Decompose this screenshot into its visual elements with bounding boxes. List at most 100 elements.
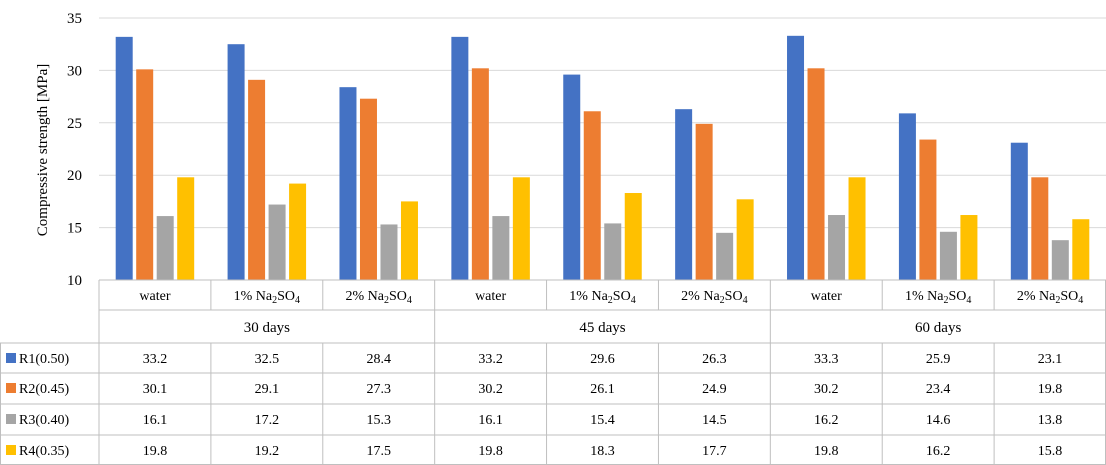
table-cell: 19.8 bbox=[1038, 382, 1063, 397]
bar bbox=[563, 74, 581, 280]
bar bbox=[115, 36, 133, 280]
bar bbox=[1051, 240, 1069, 280]
legend-key bbox=[6, 445, 16, 455]
table-cell: 17.5 bbox=[366, 444, 391, 459]
legend-entry: R4(0.35) bbox=[19, 444, 70, 459]
bar bbox=[1010, 142, 1028, 280]
legend-entry: R3(0.40) bbox=[19, 413, 70, 428]
bar bbox=[248, 79, 266, 280]
table-cell: 16.1 bbox=[478, 413, 503, 428]
table-cell: 24.9 bbox=[702, 382, 727, 397]
table-cell: 23.1 bbox=[1038, 352, 1063, 367]
bar bbox=[583, 111, 601, 280]
table-cell: 15.3 bbox=[366, 413, 391, 428]
y-tick-label: 25 bbox=[67, 116, 82, 132]
bar bbox=[787, 35, 805, 280]
y-tick-label: 15 bbox=[67, 221, 82, 237]
table-cell: 18.3 bbox=[590, 444, 615, 459]
bar bbox=[136, 69, 154, 281]
bar bbox=[1031, 177, 1049, 280]
bar bbox=[716, 232, 734, 280]
group-label: 30 days bbox=[244, 320, 290, 336]
table-cell: 13.8 bbox=[1038, 413, 1063, 428]
bar bbox=[289, 183, 307, 280]
table-cell: 14.6 bbox=[926, 413, 951, 428]
category-label: water bbox=[139, 289, 170, 304]
table-cell: 19.8 bbox=[814, 444, 839, 459]
table-cell: 28.4 bbox=[366, 352, 391, 367]
y-tick-label: 20 bbox=[67, 168, 82, 184]
bar bbox=[960, 215, 978, 280]
legend-key bbox=[6, 383, 16, 393]
bar bbox=[177, 177, 195, 280]
category-label: 2% Na2SO4 bbox=[1017, 289, 1083, 306]
bar bbox=[919, 139, 937, 280]
y-tick-label: 30 bbox=[67, 63, 82, 79]
category-label: 1% Na2SO4 bbox=[569, 289, 635, 306]
table-cell: 26.3 bbox=[702, 352, 727, 367]
table-cell: 15.4 bbox=[590, 413, 615, 428]
category-label: 2% Na2SO4 bbox=[681, 289, 747, 306]
bar bbox=[339, 87, 357, 280]
table-cell: 16.1 bbox=[143, 413, 168, 428]
bar bbox=[359, 98, 377, 280]
bar bbox=[604, 223, 622, 280]
y-tick-label: 10 bbox=[67, 273, 82, 289]
y-axis-title: Compressive strength [MPa] bbox=[35, 64, 51, 236]
bar bbox=[471, 68, 489, 280]
bar bbox=[807, 68, 825, 280]
legend-entry: R1(0.50) bbox=[19, 352, 70, 367]
bar bbox=[736, 199, 754, 280]
category-label: 1% Na2SO4 bbox=[234, 289, 300, 306]
y-axis: 10 15 20 25 30 35 bbox=[67, 11, 82, 289]
bar bbox=[848, 177, 866, 280]
table-cell: 15.8 bbox=[1038, 444, 1063, 459]
legend-key bbox=[6, 414, 16, 424]
table-cell: 30.2 bbox=[478, 382, 503, 397]
bar bbox=[695, 123, 713, 281]
table-cell: 25.9 bbox=[926, 352, 951, 367]
table-cell: 16.2 bbox=[926, 444, 951, 459]
table-cell: 29.1 bbox=[255, 382, 280, 397]
bar bbox=[268, 204, 286, 280]
table-cell: 33.2 bbox=[143, 352, 168, 367]
group-label: 60 days bbox=[915, 320, 961, 336]
table-cell: 17.2 bbox=[255, 413, 280, 428]
table-cell: 29.6 bbox=[590, 352, 615, 367]
table-cell: 26.1 bbox=[590, 382, 615, 397]
table-cell: 23.4 bbox=[926, 382, 951, 397]
table-cell: 27.3 bbox=[366, 382, 391, 397]
table-cell: 19.8 bbox=[143, 444, 168, 459]
data-table: water 1% Na2SO4 2% Na2SO4 water 1% Na2SO4 2% … bbox=[0, 279, 1106, 465]
bar bbox=[156, 216, 174, 280]
bar bbox=[451, 36, 469, 280]
category-label: water bbox=[811, 289, 842, 304]
bar bbox=[828, 215, 846, 280]
table-cell: 19.8 bbox=[478, 444, 503, 459]
group-label: 45 days bbox=[579, 320, 625, 336]
bar bbox=[380, 224, 398, 280]
bar bbox=[227, 44, 245, 281]
bar bbox=[675, 109, 693, 281]
table-cell: 19.2 bbox=[255, 444, 280, 459]
table-cell: 32.5 bbox=[255, 352, 280, 367]
category-label: 1% Na2SO4 bbox=[905, 289, 971, 306]
table-cell: 16.2 bbox=[814, 413, 839, 428]
bar bbox=[939, 231, 957, 280]
table-cell: 33.2 bbox=[478, 352, 503, 367]
bars bbox=[115, 35, 1090, 281]
bar bbox=[492, 216, 510, 280]
bar bbox=[1072, 219, 1090, 280]
table-cell: 14.5 bbox=[702, 413, 727, 428]
bar bbox=[624, 193, 642, 280]
legend-key bbox=[6, 353, 16, 363]
table-cell: 33.3 bbox=[814, 352, 839, 367]
y-tick-label: 35 bbox=[67, 11, 82, 27]
table-cell: 30.2 bbox=[814, 382, 839, 397]
category-label: water bbox=[475, 289, 506, 304]
bar bbox=[512, 177, 530, 280]
bar bbox=[400, 201, 418, 280]
bar bbox=[898, 113, 916, 280]
legend-entry: R2(0.45) bbox=[19, 382, 70, 397]
